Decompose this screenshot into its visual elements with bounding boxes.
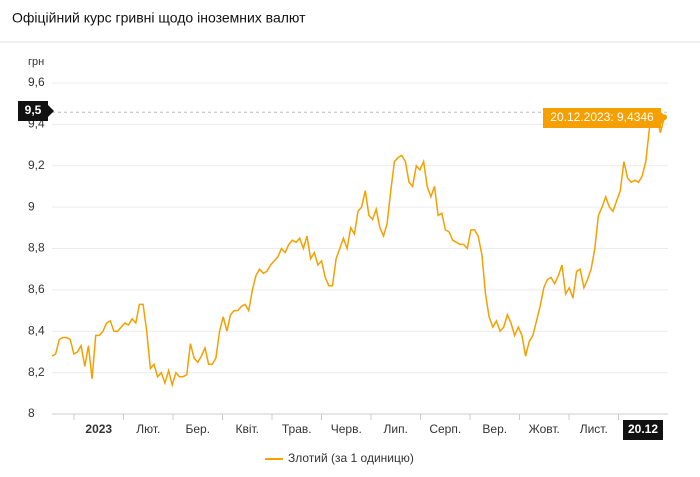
y-tick-label: 9,6 [28, 75, 45, 89]
x-tick-label: Вер. [482, 422, 507, 436]
line-series [51, 112, 665, 388]
tooltip-box [543, 108, 661, 128]
tooltip-tip [661, 112, 667, 124]
x-tick-label: Серп. [429, 422, 461, 436]
x-crosshair-label: 20.12 [628, 422, 658, 436]
y-tick-label: 9 [28, 199, 35, 213]
x-tick-label: Жовт. [529, 422, 560, 436]
y-tick-label: 8,4 [28, 323, 45, 337]
x-tick-label: Лист. [580, 422, 608, 436]
x-crosshair-tag [623, 420, 663, 440]
tooltip-text: 20.12.2023: 9,4346 [550, 110, 654, 124]
y-tick-label: 8 [28, 406, 35, 420]
x-tick-label: Черв. [331, 422, 362, 436]
y-crosshair-tip [48, 105, 54, 117]
y-tick-label: 8,2 [28, 365, 45, 379]
x-tick-label: 2023 [85, 422, 112, 436]
y-unit: грн [28, 56, 44, 68]
y-tick-label: 9,2 [28, 158, 45, 172]
x-tick-label: Квіт. [235, 422, 259, 436]
legend-label: Злотий (за 1 одиницю) [288, 451, 414, 465]
x-tick-label: Лип. [384, 422, 408, 436]
x-tick-label: Бер. [185, 422, 210, 436]
y-crosshair-label: 9,5 [25, 103, 42, 117]
x-tick-label: Трав. [282, 422, 312, 436]
page-title: Офіційний курс гривні щодо іноземних вал… [12, 10, 306, 26]
y-crosshair-tag [18, 101, 48, 121]
y-tick-label: 8,8 [28, 241, 45, 255]
x-tick-label: Лют. [136, 422, 160, 436]
y-tick-label: 8,6 [28, 282, 45, 296]
